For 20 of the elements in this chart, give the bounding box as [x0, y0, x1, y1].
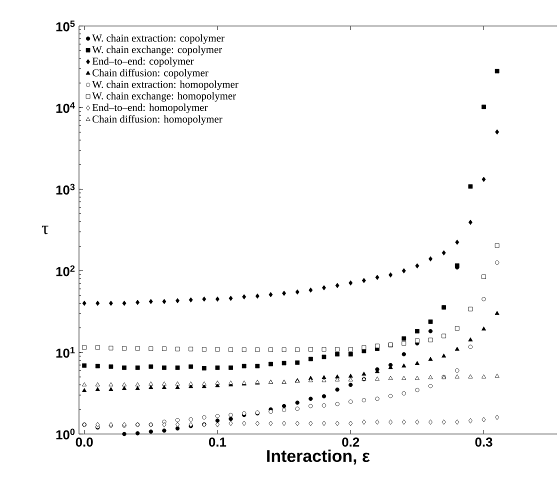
- legend-label: W. chain extraction: copolymer: [92, 34, 224, 44]
- x-tick-label: 0.3: [475, 438, 492, 447]
- y-tick-label: 10$^{5}$: [56, 20, 75, 32]
- legend-label: Chain diffusion: copolymer: [92, 68, 208, 78]
- y-tick-label: 10$^{4}$: [56, 102, 75, 113]
- legend-label: W. chain exchange: copolymer: [92, 46, 222, 56]
- x-axis-title: Interaction, ε: [267, 450, 370, 464]
- x-tick-label: 0.2: [342, 438, 360, 447]
- legend-label: W. chain exchange: homopolymer: [92, 92, 236, 102]
- x-tick-label: 0.0: [76, 438, 93, 447]
- legend-label: End–to–end: homopolymer: [92, 104, 208, 114]
- legend-label: W. chain extraction: homopolymer: [92, 80, 238, 90]
- y-tick-label: 10$^{3}$: [56, 184, 75, 195]
- y-tick-label: 10$^{2}$: [56, 265, 75, 276]
- legend-label: Chain diffusion: homopolymer: [92, 115, 222, 125]
- y-axis-title: τ: [42, 226, 48, 234]
- y-tick-label: 10$^{0}$: [56, 428, 75, 440]
- x-tick-label: 0.1: [208, 438, 226, 447]
- y-tick-label: 10$^{1}$: [56, 347, 75, 358]
- legend-label: End–to–end: copolymer: [92, 57, 194, 67]
